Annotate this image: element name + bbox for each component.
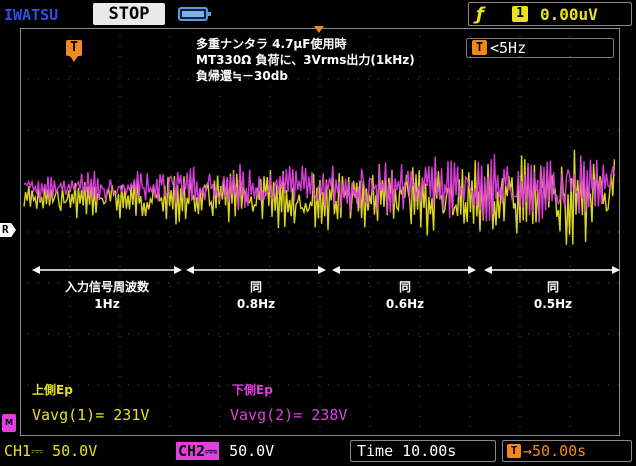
segment-label-4: 同 0.5Hz xyxy=(484,279,622,313)
reference-marker-icon[interactable]: R xyxy=(0,223,16,237)
grid-dots xyxy=(28,36,619,427)
ch2-scale[interactable]: CH2⎓ 50.0V xyxy=(176,440,274,462)
arrow-left-icon xyxy=(332,266,340,274)
trigger-channel-badge: 1 xyxy=(512,6,528,22)
arrow-right-icon xyxy=(612,266,620,274)
trigger-status[interactable] xyxy=(468,2,632,26)
segment-frequency: 0.5Hz xyxy=(533,297,573,311)
trigger-level-marker-icon[interactable]: T xyxy=(66,40,82,56)
arrow-right-icon xyxy=(174,266,182,274)
ch2-ground-marker-icon[interactable]: M xyxy=(2,414,16,432)
annotation-line-1: 多重ナンタラ 4.7μF使用時 xyxy=(196,37,347,51)
segment-title: 入力信号周波数 xyxy=(64,280,149,294)
segment-label-1: 入力信号周波数 1Hz xyxy=(32,279,182,313)
annotation-line-3: 負帰還≒－30db xyxy=(196,69,288,83)
trigger-position-marker xyxy=(314,26,324,33)
segment-title: 同 xyxy=(249,280,262,294)
run-stop-indicator[interactable]: STOP xyxy=(93,3,165,25)
segment-label-2: 同 0.8Hz xyxy=(186,279,326,313)
ch1-scale[interactable]: CH1⎓ 50.0V xyxy=(4,442,98,460)
arrow-right-icon xyxy=(318,266,326,274)
trigger-icon: T xyxy=(472,40,487,55)
vavg-ch2-readout: Vavg(2)= 238V xyxy=(230,406,348,424)
battery-icon xyxy=(178,7,211,21)
arrow-left-icon xyxy=(32,266,40,274)
segment-label-3: 同 0.6Hz xyxy=(333,279,477,313)
arrow-right-icon xyxy=(468,266,476,274)
segment-title: 同 xyxy=(546,280,559,294)
trigger-icon: T xyxy=(507,444,521,458)
rising-edge-icon: ƒ xyxy=(476,4,484,25)
segment-frequency: 1Hz xyxy=(94,297,120,311)
trigger-marker-tip xyxy=(70,56,78,62)
segment-frequency: 0.6Hz xyxy=(385,297,425,311)
ch2-scale-value: 50.0V xyxy=(229,442,275,460)
arrow-left-icon xyxy=(484,266,492,274)
frequency-readout: <5Hz xyxy=(490,39,527,57)
trigger-position-value: →50.00s xyxy=(523,442,587,460)
vavg-ch1-readout: Vavg(1)= 231V xyxy=(32,406,150,424)
segment-title: 同 xyxy=(398,280,411,294)
frequency-readout-box xyxy=(466,38,614,58)
ch2-waveform xyxy=(23,153,616,223)
brand-logo: IWATSU xyxy=(4,6,59,24)
ch2-annotation: 下側Ep xyxy=(232,383,273,397)
ch1-annotation: 上側Ep xyxy=(32,383,73,397)
trigger-level: 0.00uV xyxy=(540,5,598,24)
ch1-waveform xyxy=(23,149,616,245)
annotation-text: 多重ナンタラ 4.7μF使用時 MT330Ω 負荷に、3Vrms出力(1kHz)… xyxy=(196,36,415,84)
annotation-line-2: MT330Ω 負荷に、3Vrms出力(1kHz) xyxy=(196,53,415,67)
ch2-tag: CH2⎓ xyxy=(176,442,220,460)
segment-frequency: 0.8Hz xyxy=(236,297,276,311)
timebase[interactable]: Time 10.00s xyxy=(350,440,496,462)
trigger-position[interactable]: T →50.00s xyxy=(502,440,632,462)
arrow-left-icon xyxy=(186,266,194,274)
